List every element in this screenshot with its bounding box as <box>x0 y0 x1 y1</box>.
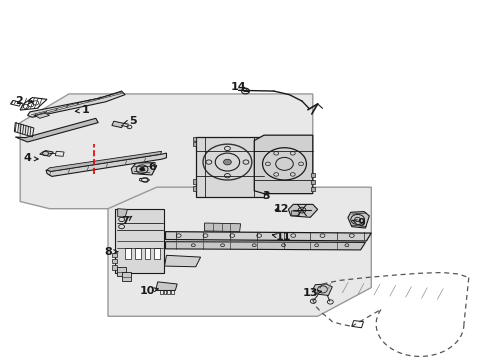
Polygon shape <box>115 209 163 273</box>
Text: 9: 9 <box>351 218 365 228</box>
Polygon shape <box>347 212 368 228</box>
Polygon shape <box>40 150 53 156</box>
Polygon shape <box>193 137 195 141</box>
Polygon shape <box>165 231 370 241</box>
Text: 12: 12 <box>273 204 288 214</box>
Polygon shape <box>310 180 315 184</box>
Circle shape <box>140 167 144 171</box>
Text: 2: 2 <box>15 96 33 106</box>
Polygon shape <box>312 284 331 296</box>
Polygon shape <box>27 91 125 117</box>
Text: 5: 5 <box>123 116 137 126</box>
Polygon shape <box>118 209 127 217</box>
Text: 4: 4 <box>23 153 38 163</box>
Polygon shape <box>165 242 365 250</box>
Polygon shape <box>112 121 123 128</box>
Polygon shape <box>112 253 117 257</box>
Polygon shape <box>46 153 166 176</box>
Polygon shape <box>122 272 131 281</box>
Polygon shape <box>156 282 177 291</box>
Polygon shape <box>112 265 117 270</box>
Text: 3: 3 <box>262 191 270 201</box>
Polygon shape <box>112 259 117 263</box>
Circle shape <box>223 159 231 165</box>
Text: 11: 11 <box>272 232 291 242</box>
Polygon shape <box>144 248 150 259</box>
Polygon shape <box>125 248 131 259</box>
Text: 1: 1 <box>75 105 90 115</box>
Text: 7: 7 <box>121 216 132 226</box>
Polygon shape <box>193 179 195 184</box>
Polygon shape <box>310 187 315 192</box>
Polygon shape <box>204 223 240 231</box>
Polygon shape <box>131 163 157 175</box>
Polygon shape <box>135 248 141 259</box>
Text: 6: 6 <box>141 162 156 172</box>
Polygon shape <box>310 173 315 177</box>
Polygon shape <box>117 267 126 276</box>
Polygon shape <box>254 135 312 194</box>
Polygon shape <box>20 94 312 209</box>
Polygon shape <box>193 141 195 146</box>
Polygon shape <box>291 211 299 216</box>
Polygon shape <box>193 186 195 191</box>
Polygon shape <box>288 204 317 217</box>
Text: 10: 10 <box>139 286 158 296</box>
Polygon shape <box>195 137 264 197</box>
Polygon shape <box>47 151 161 171</box>
Polygon shape <box>164 255 200 267</box>
Text: 14: 14 <box>230 82 249 92</box>
Polygon shape <box>35 113 49 118</box>
Text: 13: 13 <box>302 288 321 298</box>
Polygon shape <box>154 248 160 259</box>
Text: 8: 8 <box>104 247 118 257</box>
Polygon shape <box>15 118 98 142</box>
Polygon shape <box>108 187 370 316</box>
